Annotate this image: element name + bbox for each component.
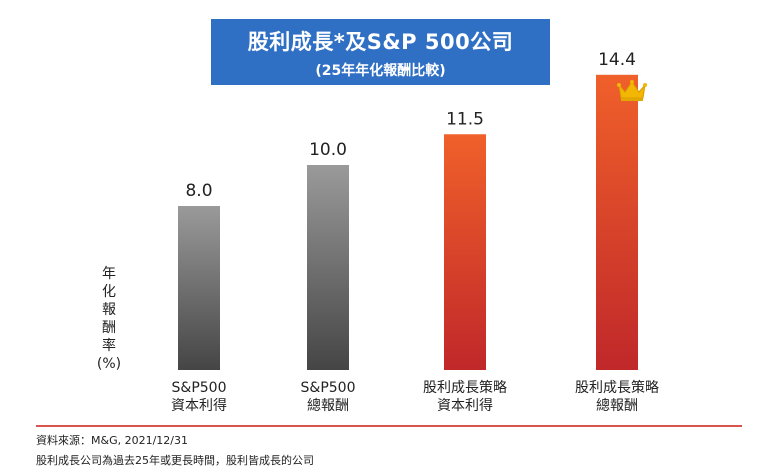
- data-label-0: 8.0: [185, 181, 212, 201]
- footer-divider: [36, 425, 742, 427]
- bar-1: [307, 165, 349, 370]
- y-axis-label-char: (%): [96, 356, 122, 372]
- bar-3: [596, 74, 638, 371]
- y-axis-label-char: 化: [102, 284, 116, 300]
- x-tick-label-2-0: 股利成長策略: [423, 379, 507, 396]
- y-axis-label-char: 酬: [102, 320, 116, 336]
- x-tick-label-1-0: S&P500: [301, 380, 356, 396]
- footer-note: 股利成長公司為過去25年或更長時間，股利皆成長的公司: [36, 454, 314, 467]
- title-banner: 股利成長*及S&P 500公司 (25年年化報酬比較): [211, 19, 550, 85]
- chart-title: 股利成長*及S&P 500公司: [247, 30, 514, 54]
- data-label-2: 11.5: [446, 109, 484, 129]
- data-label-1: 10.0: [309, 140, 347, 160]
- x-tick-label-1-1: 總報酬: [307, 397, 349, 414]
- x-tick-label-3-1: 總報酬: [596, 397, 638, 414]
- crown-icon: [617, 80, 647, 101]
- x-tick-label-2-1: 資本利得: [437, 397, 493, 414]
- bar-0: [178, 206, 220, 370]
- x-tick-label-0-1: 資本利得: [171, 397, 227, 414]
- x-tick-label-3-0: 股利成長策略: [575, 379, 659, 396]
- bar-2: [444, 134, 486, 370]
- chart-subtitle: (25年年化報酬比較): [315, 63, 446, 79]
- x-tick-label-0-0: S&P500: [172, 380, 227, 396]
- y-axis-label: 年 化 報 酬 率 (%): [94, 265, 124, 373]
- footer-source: 資料來源：M&G, 2021/12/31: [36, 434, 188, 447]
- y-axis-label-char: 率: [102, 338, 116, 354]
- data-label-3: 14.4: [598, 50, 636, 70]
- y-axis-label-char: 年: [102, 266, 116, 282]
- y-axis-label-char: 報: [102, 302, 116, 318]
- bar-chart: 8.0S&P500資本利得10.0S&P500總報酬11.5股利成長策略資本利得…: [171, 50, 659, 414]
